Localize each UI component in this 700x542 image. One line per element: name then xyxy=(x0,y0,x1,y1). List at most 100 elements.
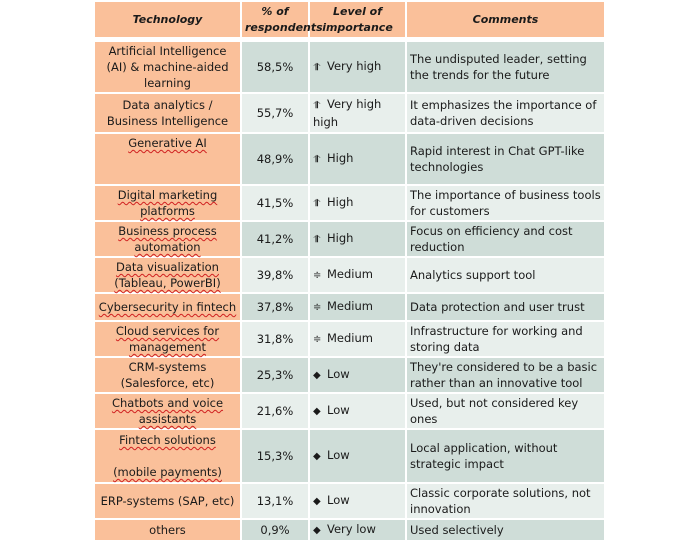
header-level: Level of importance xyxy=(308,0,407,40)
level-text: High xyxy=(327,231,354,245)
level-cell: ◆ Low xyxy=(308,482,407,520)
comment-cell: Used, but not considered key ones xyxy=(405,392,606,430)
comment-cell: Local application, without strategic imp… xyxy=(405,428,606,484)
percent-cell: 58,5% xyxy=(240,40,310,94)
technology-cell: Cloud services for management xyxy=(93,320,242,358)
table-row: Digital marketing platforms 41,5% ⥣ High The… xyxy=(93,184,606,222)
arrow-up-icon: ⥣ xyxy=(313,234,321,245)
level-text: High xyxy=(327,151,354,165)
technology-table: Technology % of respondents Level of imp… xyxy=(93,0,606,542)
technology-name: Data analytics / Business Intelligence xyxy=(106,98,229,128)
technology-name: Data visualization (Tableau, PowerBI) xyxy=(114,260,221,290)
level-cell: ⥣ High xyxy=(308,184,407,222)
percent-cell: 37,8% xyxy=(240,292,310,322)
percent-cell: 39,8% xyxy=(240,256,310,294)
technology-cell: Cybersecurity in fintech xyxy=(93,292,242,322)
diamond-icon: ◆ xyxy=(313,370,321,381)
table-row: Cybersecurity in fintech 37,8% ≑ Medium Data… xyxy=(93,292,606,322)
technology-cell: Data visualization (Tableau, PowerBI) xyxy=(93,256,242,294)
level-text: Low xyxy=(327,448,350,462)
level-text: Very low xyxy=(327,522,376,536)
technology-cell: Digital marketing platforms xyxy=(93,184,242,222)
level-cell: ◆ Low xyxy=(308,428,407,484)
table-row: Fintech solutions (mobile payments) 15,3%… xyxy=(93,428,606,484)
technology-name: Cybersecurity in fintech xyxy=(98,300,237,314)
level-text: Medium xyxy=(327,331,373,345)
table-row: ERP-systems (SAP, etc) 13,1% ◆ Low Classic c… xyxy=(93,482,606,520)
technology-name: Fintech solutions (mobile payments) xyxy=(113,433,222,479)
arrow-up-icon: ⥣ xyxy=(313,154,321,165)
comment-cell: Data protection and user trust xyxy=(405,292,606,322)
technology-name: Artificial Intelligence (AI) & machine-a… xyxy=(106,44,229,90)
comment-cell: Infrastructure for working and storing d… xyxy=(405,320,606,358)
table-row: Artificial Intelligence (AI) & machine-a… xyxy=(93,40,606,94)
technology-cell: Fintech solutions (mobile payments) xyxy=(93,428,242,484)
level-cell: ≑ Medium xyxy=(308,256,407,294)
percent-cell: 21,6% xyxy=(240,392,310,430)
diamond-icon: ◆ xyxy=(313,451,321,462)
comment-cell: Used selectively xyxy=(405,518,606,542)
technology-name: others xyxy=(149,523,186,537)
technology-cell: Artificial Intelligence (AI) & machine-a… xyxy=(93,40,242,94)
technology-name: ERP-systems (SAP, etc) xyxy=(100,494,235,508)
table-row: Data visualization (Tableau, PowerBI) 39,… xyxy=(93,256,606,294)
technology-name: Cloud services for management xyxy=(115,324,220,354)
percent-cell: 25,3% xyxy=(240,356,310,394)
technology-name: Generative AI xyxy=(128,136,207,150)
diamond-icon: ◆ xyxy=(313,525,321,536)
comment-cell: Focus on efficiency and cost reduction xyxy=(405,220,606,258)
level-text: Low xyxy=(327,493,350,507)
level-cell: ≑ Medium xyxy=(308,320,407,358)
header-percent: % of respondents xyxy=(240,0,323,40)
level-cell: ⥣ High xyxy=(308,220,407,258)
technology-cell: Chatbots and voice assistants xyxy=(93,392,242,430)
level-text: Very high high xyxy=(313,97,382,129)
percent-cell: 15,3% xyxy=(240,428,310,484)
percent-cell: 55,7% xyxy=(240,92,310,134)
diamond-icon: ◆ xyxy=(313,406,321,417)
level-cell: ⥣ Very high high xyxy=(308,92,407,134)
percent-cell: 41,2% xyxy=(240,220,310,258)
level-text: High xyxy=(327,195,354,209)
table-row: Business process automation 41,2% ⥣ High Foc… xyxy=(93,220,606,258)
level-text: Medium xyxy=(327,267,373,281)
technology-cell: Data analytics / Business Intelligence xyxy=(93,92,242,134)
level-text: Very high xyxy=(327,59,382,73)
percent-cell: 31,8% xyxy=(240,320,310,358)
medium-icon: ≑ xyxy=(313,302,322,313)
technology-name: Chatbots and voice assistants xyxy=(111,396,224,426)
medium-icon: ≑ xyxy=(313,334,322,345)
percent-cell: 41,5% xyxy=(240,184,310,222)
technology-cell: ERP-systems (SAP, etc) xyxy=(93,482,242,520)
level-cell: ⥣ Very high xyxy=(308,40,407,94)
comment-cell: It emphasizes the importance of data-dri… xyxy=(405,92,606,134)
table-row: Data analytics / Business Intelligence 55… xyxy=(93,92,606,134)
level-text: Medium xyxy=(327,299,373,313)
technology-name: CRM-systems (Salesforce, etc) xyxy=(120,360,215,390)
table-row: Cloud services for management 31,8% ≑ Mediu… xyxy=(93,320,606,358)
comment-cell: Rapid interest in Chat GPT-like technolo… xyxy=(405,132,606,186)
arrow-up-icon: ⥣ xyxy=(313,198,321,209)
level-cell: ◆ Very low xyxy=(308,518,407,542)
level-cell: ◆ Low xyxy=(308,356,407,394)
comment-cell: Classic corporate solutions, not innovat… xyxy=(405,482,606,520)
technology-name: Digital marketing platforms xyxy=(117,188,218,218)
comment-cell: They're considered to be a basic rather … xyxy=(405,356,606,394)
comment-cell: Analytics support tool xyxy=(405,256,606,294)
arrow-up-icon: ⥣ xyxy=(313,100,321,111)
technology-cell: Generative AI xyxy=(93,132,242,186)
comment-cell: The undisputed leader, setting the trend… xyxy=(405,40,606,94)
technology-name: Business process automation xyxy=(118,224,217,254)
level-text: Low xyxy=(327,403,350,417)
table-row: Chatbots and voice assistants 21,6% ◆ Low Us… xyxy=(93,392,606,430)
technology-cell: others xyxy=(93,518,242,542)
header-row: Technology % of respondents Level of imp… xyxy=(93,0,606,40)
level-cell: ⥣ High xyxy=(308,132,407,186)
technology-cell: Business process automation xyxy=(93,220,242,258)
percent-cell: 13,1% xyxy=(240,482,310,520)
diamond-icon: ◆ xyxy=(313,496,321,507)
table-row: Generative AI 48,9% ⥣ High Rapid interest in… xyxy=(93,132,606,186)
level-cell: ≑ Medium xyxy=(308,292,407,322)
header-comments: Comments xyxy=(405,0,606,40)
percent-cell: 0,9% xyxy=(240,518,310,542)
